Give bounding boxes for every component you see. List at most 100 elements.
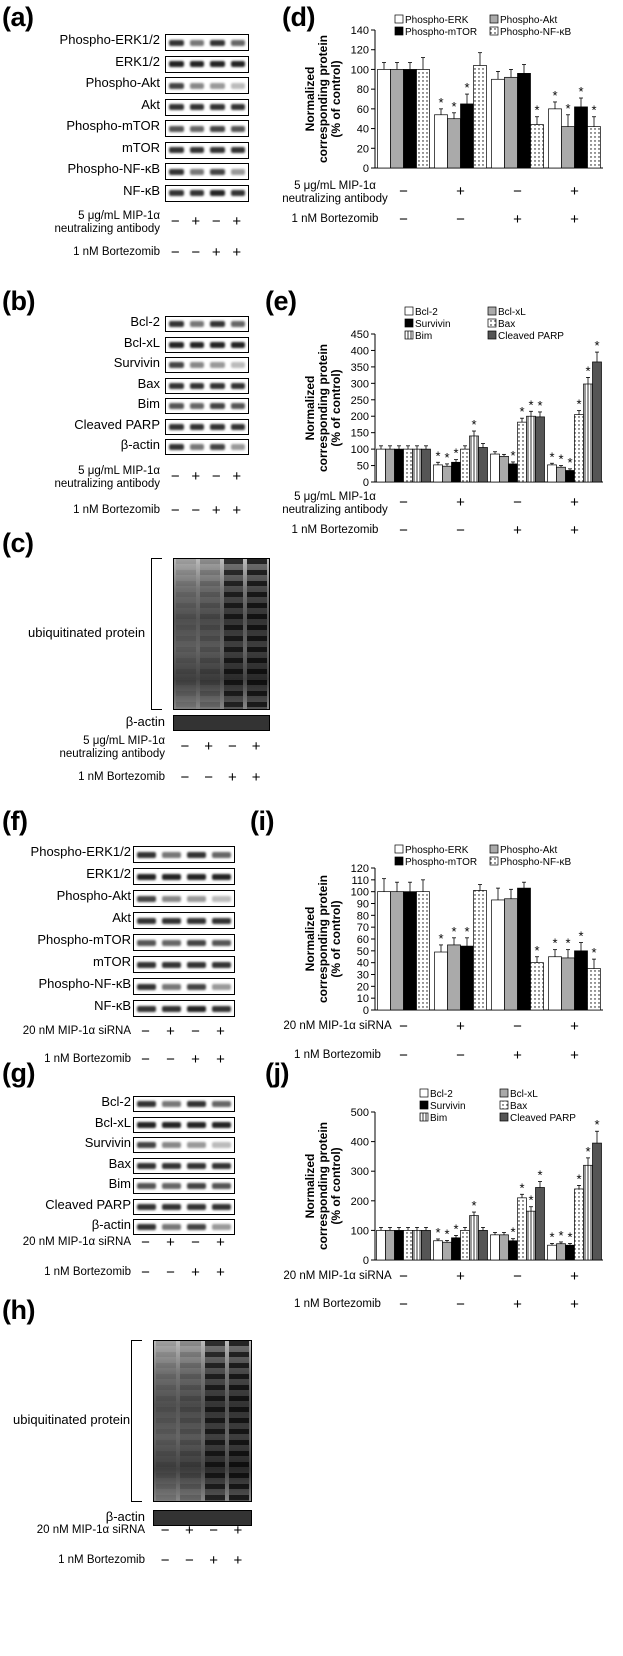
y-tick-label: 400 [351,345,369,357]
significance-star: * [558,452,563,467]
condition-label: 5 μg/mL MIP-1α neutralizing antibody [282,180,388,205]
blot-band [189,341,204,348]
y-tick-label: 80 [357,910,369,922]
bar [499,455,509,483]
blot-band [210,341,225,348]
blot-band [189,444,204,450]
blot-strip [133,1116,235,1133]
y-tick-label: 0 [363,1005,369,1017]
legend-label: Bim [430,1113,447,1124]
condition-label: 1 nM Bortezomib [294,1298,381,1310]
condition-sign: + [570,494,579,511]
significance-star: * [453,1221,458,1236]
blot-strip [165,98,249,116]
legend-swatch [419,1088,429,1098]
condition-sign: − [141,1264,150,1281]
panel-label-chart: (d) [282,2,315,32]
blot-row-label: mTOR [121,139,160,155]
condition-sign: − [456,1047,465,1064]
bar [412,1230,422,1261]
significance-star: * [578,84,583,99]
blot-band [187,895,206,902]
bar [574,106,588,169]
significance-star: * [444,450,449,465]
bar [490,1234,500,1261]
significance-star: * [510,448,515,463]
condition-sign: − [399,183,408,200]
blot-strip [165,398,249,414]
blot-band [162,1142,181,1148]
blot-row-label: Bcl-2 [130,314,160,329]
blot-row-label: NF-κB [94,998,131,1013]
y-tick-label: 200 [351,1196,369,1208]
bar [587,968,601,1011]
blot-band [162,1183,181,1189]
blot-band [189,321,204,327]
blot-band [189,168,204,175]
blot-band [210,403,225,409]
y-tick-label: 0 [363,1255,369,1267]
condition-sign: − [160,1522,170,1539]
bar [412,448,422,483]
legend-swatch [394,14,404,24]
y-axis-label: Normalizedcorresponding protein(% of con… [303,875,343,1003]
bar-chart: Normalizedcorresponding protein(% of con… [303,844,603,1017]
legend-label: Phospho-NF-κB [500,857,571,868]
bar [508,463,518,483]
condition-sign: + [232,468,242,485]
blot-band [187,1162,206,1169]
blot-band [137,851,156,858]
significance-star: * [435,1225,440,1240]
bar [390,891,404,1011]
condition-sign: − [513,494,522,511]
blot-band [230,423,245,430]
condition-sign: − [180,769,190,786]
bar [574,414,584,483]
condition-sign: − [456,522,465,539]
blot-strip [133,1137,235,1153]
bar [530,124,544,169]
blot-lane [180,1341,201,1501]
blot-band [162,1162,181,1169]
bar [447,944,461,1011]
y-tick-label: 40 [357,124,369,136]
blot-band [212,983,231,990]
condition-label: 1 nM Bortezomib [78,771,165,783]
condition-sign: − [456,211,465,228]
blot-band [210,190,225,196]
panel-label-chart: (i) [250,806,274,836]
condition-sign: + [251,738,261,755]
significance-star: * [585,1144,590,1159]
significance-star: * [528,1193,533,1208]
panel-label-c: (c) [2,528,34,558]
blot-band [230,39,245,46]
legend-swatch [489,844,499,854]
condition-sign: + [251,769,261,786]
condition-sign: − [184,1552,194,1569]
condition-sign: + [216,1051,225,1068]
blot-band [137,917,156,924]
blot-band [230,104,245,110]
condition-label: 5 μg/mL MIP-1α neutralizing antibody [54,210,161,235]
significance-star: * [537,1168,542,1183]
blot-band [187,1203,206,1210]
bar [460,1230,470,1261]
blot-band [137,1142,156,1148]
legend-swatch [394,856,404,866]
condition-label: 20 nM MIP-1α siRNA [22,1236,131,1248]
bar [587,126,601,169]
condition-label: 1 nM Bortezomib [58,1554,145,1566]
bar [403,1230,413,1261]
blot-strip [133,934,235,951]
blot-strip [165,316,249,332]
blot-band [187,1005,206,1012]
blot-band [212,939,231,946]
blot-band [187,1121,206,1128]
significance-star: * [558,1228,563,1243]
blot-band [137,1005,156,1012]
blot-band [189,362,204,368]
bar [526,1210,536,1261]
blot-band [210,321,225,327]
legend-swatch [499,1088,509,1098]
bar [416,891,430,1011]
